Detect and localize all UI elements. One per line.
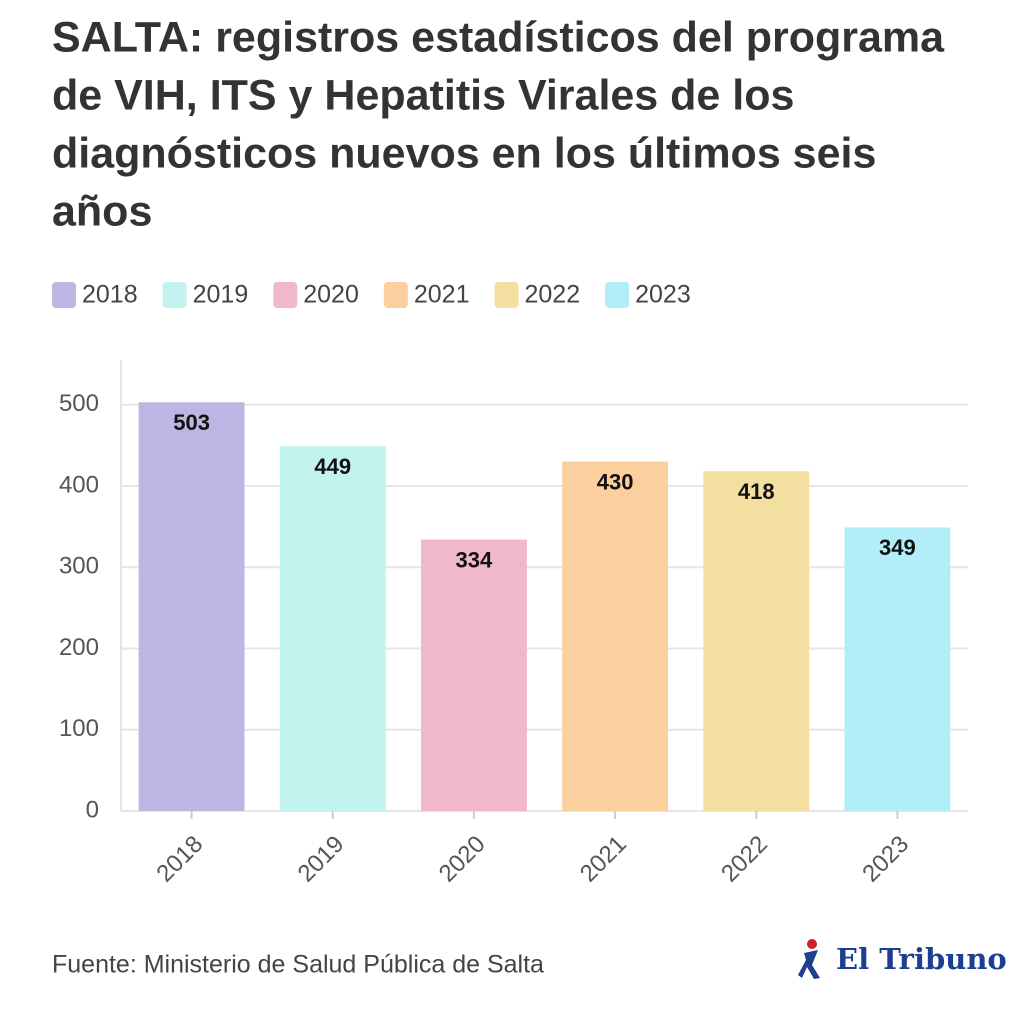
value-label: 449 xyxy=(314,454,351,479)
logo-text: El Tribuno xyxy=(836,942,1007,976)
bar xyxy=(703,471,810,811)
value-label: 334 xyxy=(456,547,493,572)
legend-swatch xyxy=(273,282,298,308)
y-tick-label: 100 xyxy=(59,715,99,742)
logo-icon xyxy=(798,939,820,979)
legend-label: 2020 xyxy=(303,281,359,309)
bar xyxy=(562,461,669,811)
bar xyxy=(138,402,245,811)
value-label: 503 xyxy=(173,410,210,435)
x-tick-label: 2019 xyxy=(293,831,350,888)
legend-label: 2018 xyxy=(82,281,138,309)
bar xyxy=(844,527,951,811)
x-tick-label: 2020 xyxy=(434,831,491,888)
bar xyxy=(420,539,527,811)
y-tick-label: 300 xyxy=(59,553,99,580)
x-tick-label: 2018 xyxy=(151,831,208,888)
legend-swatch xyxy=(605,282,630,308)
source: Fuente: Ministerio de Salud Pública de S… xyxy=(52,951,544,979)
x-tick-label: 2022 xyxy=(716,831,773,888)
y-tick-label: 500 xyxy=(59,390,99,417)
x-tick-label: 2023 xyxy=(857,831,914,888)
value-label: 430 xyxy=(597,469,634,494)
legend-swatch xyxy=(494,282,519,308)
legend-swatch xyxy=(383,282,408,308)
value-label: 349 xyxy=(879,535,916,560)
chart-title: SALTA: registros estadísticos del progra… xyxy=(52,13,945,61)
chart-title: de VIH, ITS y Hepatitis Virales de los xyxy=(52,71,794,119)
x-tick-label: 2021 xyxy=(575,831,632,888)
legend-label: 2022 xyxy=(525,281,581,309)
chart-title: años xyxy=(52,187,152,235)
legend-label: 2023 xyxy=(635,281,691,309)
y-tick-label: 200 xyxy=(59,634,99,661)
y-tick-label: 400 xyxy=(59,471,99,498)
legend-label: 2021 xyxy=(414,281,470,309)
legend-swatch xyxy=(162,282,187,308)
chart-title: diagnósticos nuevos en los últimos seis xyxy=(52,129,876,177)
y-tick-label: 0 xyxy=(86,796,99,823)
bar xyxy=(279,446,386,811)
legend-swatch xyxy=(52,282,76,308)
legend-label: 2019 xyxy=(193,281,249,309)
value-label: 418 xyxy=(738,479,775,504)
